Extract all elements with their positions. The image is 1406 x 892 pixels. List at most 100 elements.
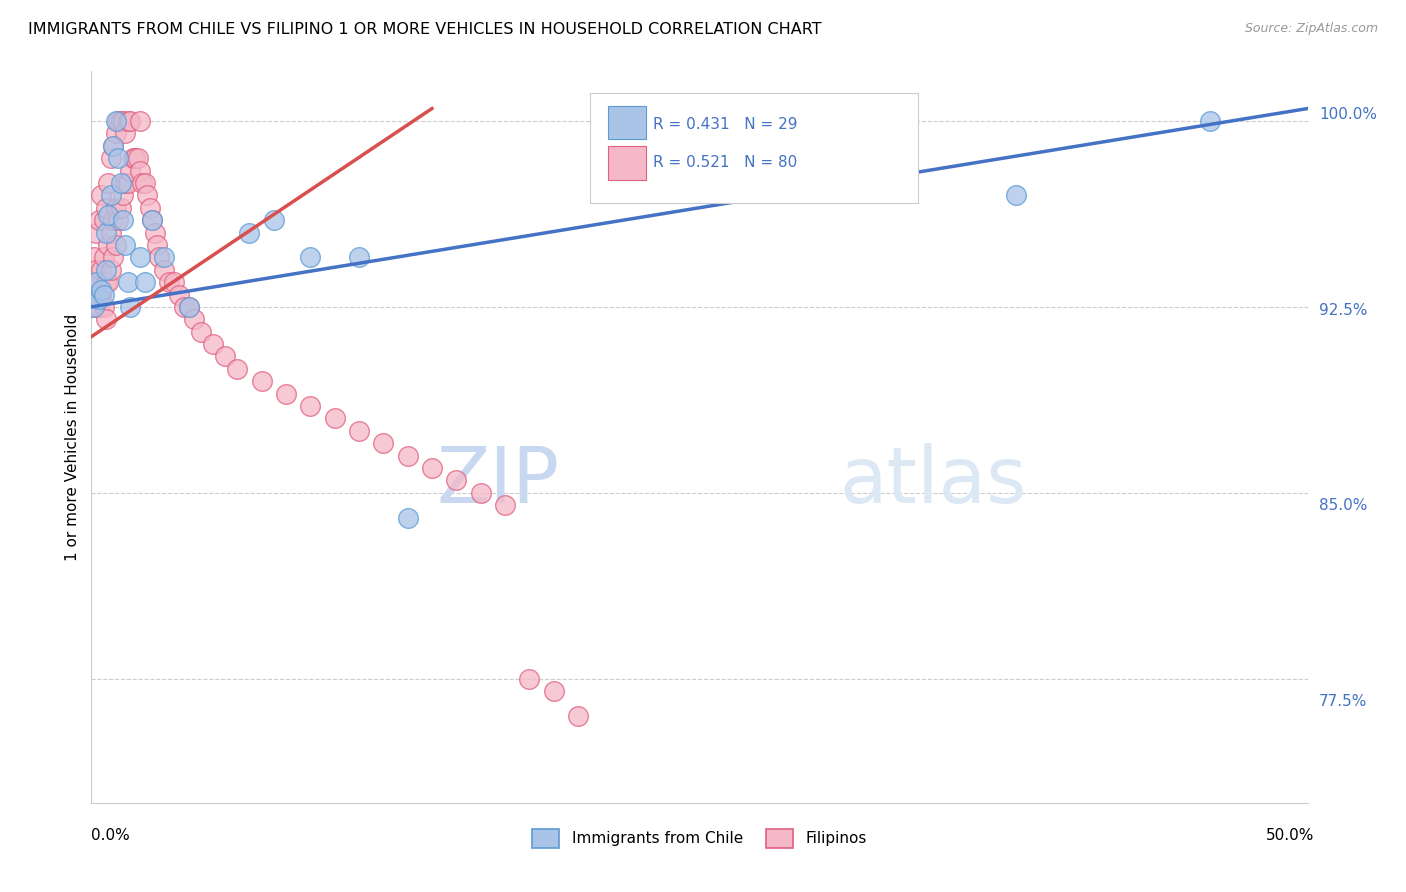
Point	[84, 275, 107, 289]
Point	[90, 283, 112, 297]
Point	[97, 176, 120, 190]
Text: atlas: atlas	[839, 443, 1026, 519]
Point	[107, 213, 129, 227]
Text: R = 0.431   N = 29: R = 0.431 N = 29	[654, 117, 797, 131]
Y-axis label: 1 or more Vehicles in Household: 1 or more Vehicles in Household	[65, 313, 80, 561]
Point	[83, 250, 105, 264]
Point	[97, 275, 120, 289]
Point	[120, 114, 142, 128]
Point	[139, 201, 162, 215]
Point	[250, 374, 273, 388]
Point	[420, 461, 443, 475]
Point	[1004, 188, 1026, 202]
Point	[141, 213, 163, 227]
Point	[83, 300, 105, 314]
Point	[177, 300, 200, 314]
Point	[94, 262, 117, 277]
Point	[84, 226, 107, 240]
Point	[97, 238, 120, 252]
Point	[567, 709, 589, 723]
Point	[94, 275, 117, 289]
Point	[214, 350, 236, 364]
Point	[299, 250, 322, 264]
Point	[347, 424, 370, 438]
Point	[299, 399, 322, 413]
Point	[470, 486, 492, 500]
Point	[1199, 114, 1222, 128]
Point	[84, 262, 107, 277]
Point	[323, 411, 346, 425]
Point	[104, 114, 127, 128]
Point	[263, 213, 285, 227]
Point	[90, 188, 112, 202]
Point	[103, 213, 125, 227]
Point	[134, 176, 156, 190]
Point	[117, 275, 139, 289]
FancyBboxPatch shape	[591, 94, 918, 203]
Text: ZIP: ZIP	[437, 443, 560, 519]
Point	[94, 226, 117, 240]
Point	[103, 250, 125, 264]
Point	[167, 287, 190, 301]
Point	[202, 337, 225, 351]
Point	[114, 126, 136, 140]
Point	[226, 362, 249, 376]
Point	[141, 213, 163, 227]
Point	[93, 250, 115, 264]
Point	[120, 300, 142, 314]
Point	[274, 386, 297, 401]
Point	[163, 275, 186, 289]
Point	[83, 300, 105, 314]
Point	[120, 163, 142, 178]
Point	[100, 188, 122, 202]
Point	[173, 300, 195, 314]
Point	[114, 176, 136, 190]
Point	[87, 293, 110, 307]
Point	[396, 449, 419, 463]
Point	[104, 201, 127, 215]
Point	[104, 126, 127, 140]
Point	[110, 176, 132, 190]
Point	[100, 262, 122, 277]
Point	[100, 151, 122, 165]
Point	[131, 176, 153, 190]
Point	[117, 114, 139, 128]
Point	[111, 213, 134, 227]
Point	[347, 250, 370, 264]
Point	[129, 250, 152, 264]
Point	[143, 226, 166, 240]
Point	[238, 226, 260, 240]
Point	[110, 201, 132, 215]
Point	[100, 226, 122, 240]
Point	[127, 151, 149, 165]
Point	[83, 275, 105, 289]
Point	[157, 275, 180, 289]
Point	[543, 684, 565, 698]
Point	[97, 208, 120, 222]
Point	[107, 114, 129, 128]
Point	[129, 163, 152, 178]
Point	[190, 325, 212, 339]
Text: 77.5%: 77.5%	[1319, 693, 1367, 708]
Point	[104, 238, 127, 252]
Point	[494, 498, 516, 512]
Text: Source: ZipAtlas.com: Source: ZipAtlas.com	[1244, 22, 1378, 36]
Legend: Immigrants from Chile, Filipinos: Immigrants from Chile, Filipinos	[526, 822, 873, 854]
Text: IMMIGRANTS FROM CHILE VS FILIPINO 1 OR MORE VEHICLES IN HOUSEHOLD CORRELATION CH: IMMIGRANTS FROM CHILE VS FILIPINO 1 OR M…	[28, 22, 821, 37]
Point	[517, 672, 540, 686]
Point	[177, 300, 200, 314]
Point	[111, 188, 134, 202]
Point	[90, 262, 112, 277]
Point	[94, 312, 117, 326]
Point	[107, 151, 129, 165]
Point	[117, 176, 139, 190]
Point	[87, 275, 110, 289]
Text: 50.0%: 50.0%	[1267, 828, 1315, 843]
Point	[110, 114, 132, 128]
Point	[146, 238, 169, 252]
Point	[90, 287, 112, 301]
FancyBboxPatch shape	[609, 146, 645, 179]
Text: R = 0.521   N = 80: R = 0.521 N = 80	[654, 155, 797, 170]
Point	[93, 287, 115, 301]
Point	[103, 138, 125, 153]
